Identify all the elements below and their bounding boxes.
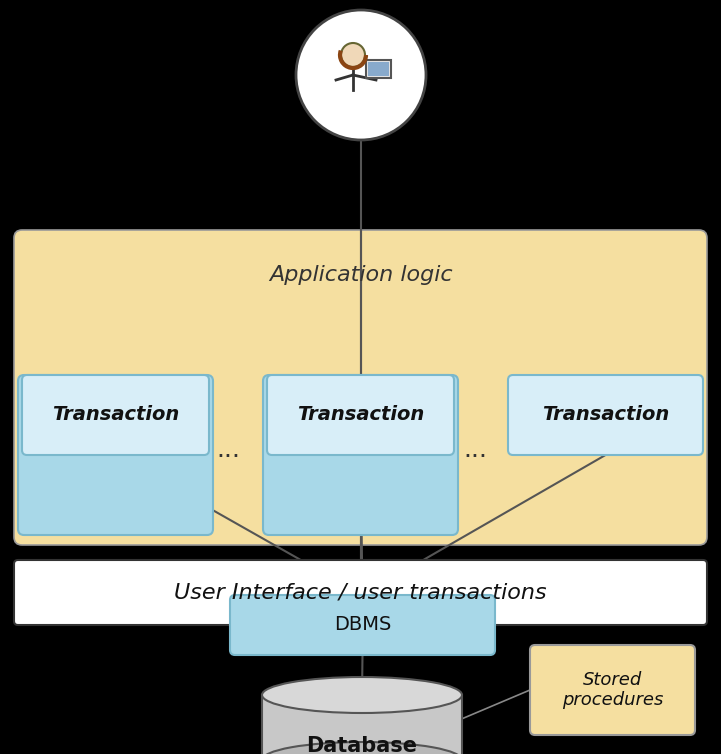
FancyBboxPatch shape bbox=[508, 375, 703, 455]
Text: Application logic: Application logic bbox=[269, 265, 452, 285]
Text: Transaction: Transaction bbox=[297, 406, 424, 425]
Text: ...: ... bbox=[216, 438, 240, 462]
FancyBboxPatch shape bbox=[263, 375, 458, 535]
Text: DBMS: DBMS bbox=[334, 615, 392, 635]
Ellipse shape bbox=[262, 742, 462, 754]
Text: Retry wrapper: Retry wrapper bbox=[296, 388, 425, 406]
Bar bbox=[366, 60, 391, 78]
Text: User Interface / user transactions: User Interface / user transactions bbox=[174, 583, 547, 602]
Text: Transaction: Transaction bbox=[52, 406, 179, 425]
FancyBboxPatch shape bbox=[18, 375, 213, 535]
FancyBboxPatch shape bbox=[230, 595, 495, 655]
Text: Transaction: Transaction bbox=[542, 406, 669, 425]
Circle shape bbox=[341, 43, 365, 67]
Bar bbox=[262, 695, 462, 754]
FancyBboxPatch shape bbox=[530, 645, 695, 735]
Bar bbox=[368, 62, 389, 76]
FancyBboxPatch shape bbox=[267, 375, 454, 455]
Text: ...: ... bbox=[463, 438, 487, 462]
Text: Stored
procedures: Stored procedures bbox=[562, 670, 663, 710]
FancyBboxPatch shape bbox=[14, 230, 707, 545]
Text: Database: Database bbox=[306, 735, 417, 754]
Circle shape bbox=[296, 10, 426, 140]
FancyBboxPatch shape bbox=[22, 375, 209, 455]
FancyBboxPatch shape bbox=[14, 560, 707, 625]
Ellipse shape bbox=[262, 677, 462, 713]
Text: Retry wrapper: Retry wrapper bbox=[51, 388, 180, 406]
